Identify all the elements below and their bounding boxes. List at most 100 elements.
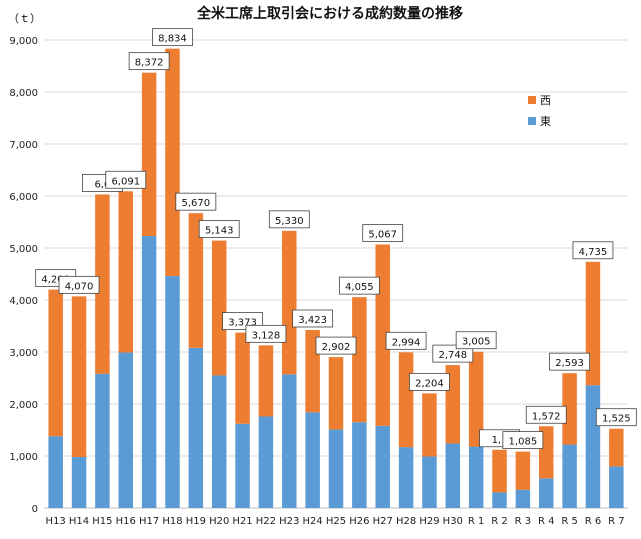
data-label: 2,902 bbox=[315, 336, 357, 355]
data-label: 2,593 bbox=[549, 352, 590, 371]
x-tick-label: H26 bbox=[349, 516, 369, 527]
bar-segment-西 bbox=[282, 230, 297, 375]
x-tick-label: H22 bbox=[256, 516, 276, 527]
bar-segment-西 bbox=[235, 332, 250, 424]
legend: 西東 bbox=[528, 94, 551, 128]
bar-segment-西 bbox=[211, 240, 227, 376]
data-label-box bbox=[595, 408, 637, 427]
data-label: 3,128 bbox=[245, 324, 287, 343]
data-label-box bbox=[268, 210, 310, 229]
data-label-box bbox=[572, 241, 614, 260]
x-tick-label: H30 bbox=[443, 516, 463, 527]
data-label-text: 2,902 bbox=[322, 342, 351, 353]
bar-segment-東 bbox=[258, 416, 274, 508]
bar-segment-西 bbox=[515, 451, 531, 490]
y-tick-label: 1,000 bbox=[9, 452, 38, 463]
data-label-box bbox=[432, 344, 474, 363]
data-label: 5,330 bbox=[268, 210, 310, 229]
x-tick-label: H20 bbox=[209, 516, 229, 527]
bar-segment-西 bbox=[95, 194, 110, 374]
bar-segment-西 bbox=[71, 296, 87, 458]
data-label-box bbox=[128, 52, 170, 71]
data-label: 5,067 bbox=[362, 224, 404, 242]
y-tick-label: 4,000 bbox=[9, 296, 38, 307]
data-label-text: 3,373 bbox=[228, 318, 257, 329]
data-label-text: 5,143 bbox=[205, 226, 234, 237]
data-label-box bbox=[525, 405, 567, 424]
data-label-box bbox=[362, 224, 404, 242]
x-tick-label: H15 bbox=[92, 516, 112, 527]
bar-segment-西 bbox=[141, 72, 157, 237]
x-tick-label: H23 bbox=[279, 516, 299, 527]
x-tick-label: H28 bbox=[396, 516, 416, 527]
bar-segment-西 bbox=[352, 297, 367, 423]
x-axis-ticks: H13 H14 H15 H16 H17 H18 H19 H20 H21 H22 H23 H24 H25 H… bbox=[46, 516, 625, 527]
data-label: 4,070 bbox=[58, 275, 100, 294]
chart-title: 全米工席上取引会における成約数量の推移 bbox=[196, 5, 463, 22]
bar-segment-東 bbox=[609, 466, 624, 508]
bar-segment-東 bbox=[445, 443, 461, 508]
x-tick-label: H19 bbox=[186, 516, 206, 527]
data-label-text: 2,593 bbox=[555, 358, 584, 369]
data-label-box bbox=[105, 170, 147, 189]
x-tick-label: R 2 bbox=[491, 516, 508, 527]
legend-swatch bbox=[528, 117, 536, 125]
data-label-text: 5,330 bbox=[275, 216, 304, 227]
x-tick-label: R 5 bbox=[561, 516, 578, 527]
x-tick-label: H17 bbox=[139, 516, 159, 527]
y-tick-label: 6,000 bbox=[9, 192, 38, 203]
data-label-box bbox=[152, 28, 193, 47]
x-tick-label: H29 bbox=[419, 516, 439, 527]
data-label-box bbox=[315, 336, 357, 355]
data-label: 6,091 bbox=[105, 170, 147, 189]
x-tick-label: H14 bbox=[69, 516, 89, 527]
data-label-text: 3,005 bbox=[462, 337, 491, 348]
data-label-box bbox=[175, 192, 217, 211]
data-label-text: 2,204 bbox=[415, 378, 444, 389]
x-tick-label: H24 bbox=[303, 516, 323, 527]
data-label-text: 3,423 bbox=[298, 315, 327, 326]
data-label-text: 4,200 bbox=[41, 275, 70, 286]
data-label-text: 4,070 bbox=[65, 281, 94, 292]
bar-segment-東 bbox=[328, 429, 344, 508]
data-label: 3,423 bbox=[292, 309, 334, 328]
data-label-text: 6,091 bbox=[111, 176, 140, 187]
y-tick-label: 5,000 bbox=[9, 244, 38, 255]
bar-segment-東 bbox=[398, 447, 414, 508]
x-tick-label: H18 bbox=[162, 516, 182, 527]
data-label-text: 1,572 bbox=[532, 411, 561, 422]
bar-segment-東 bbox=[211, 375, 227, 508]
data-label: 3,005 bbox=[455, 331, 497, 350]
data-label-text: 5,067 bbox=[368, 230, 397, 241]
bar-segment-東 bbox=[282, 374, 297, 508]
bar-segment-東 bbox=[585, 385, 601, 508]
bar-segment-東 bbox=[375, 425, 390, 508]
data-label-box bbox=[549, 352, 590, 371]
y-axis-unit-label: （ｔ） bbox=[8, 12, 41, 25]
data-label: 4,735 bbox=[572, 241, 614, 260]
bar-segment-東 bbox=[71, 457, 87, 508]
y-tick-label: 2,000 bbox=[9, 400, 38, 411]
data-label: 8,834 bbox=[152, 28, 193, 47]
bar-segment-東 bbox=[492, 492, 507, 508]
y-tick-label: 7,000 bbox=[9, 140, 38, 151]
x-tick-label: R 4 bbox=[538, 516, 555, 527]
data-label-text: 8,834 bbox=[158, 34, 187, 45]
bar-segment-西 bbox=[165, 48, 180, 277]
bar-segment-東 bbox=[95, 373, 110, 508]
bar-segment-西 bbox=[609, 428, 624, 467]
x-tick-label: R 6 bbox=[585, 516, 602, 527]
x-tick-label: R 3 bbox=[515, 516, 532, 527]
bar-segment-東 bbox=[422, 456, 437, 508]
data-label-text: 4,055 bbox=[345, 282, 374, 293]
data-label-box bbox=[245, 324, 287, 343]
data-label-box bbox=[198, 220, 240, 238]
x-tick-label: H25 bbox=[326, 516, 346, 527]
bar-segment-東 bbox=[141, 236, 157, 509]
y-axis-ticks: 0 1,000 2,000 3,000 4,000 5,000 6,000 7,000 8,00… bbox=[9, 36, 38, 515]
data-label-text: 5,670 bbox=[182, 198, 211, 209]
data-label: 5,670 bbox=[175, 192, 217, 211]
